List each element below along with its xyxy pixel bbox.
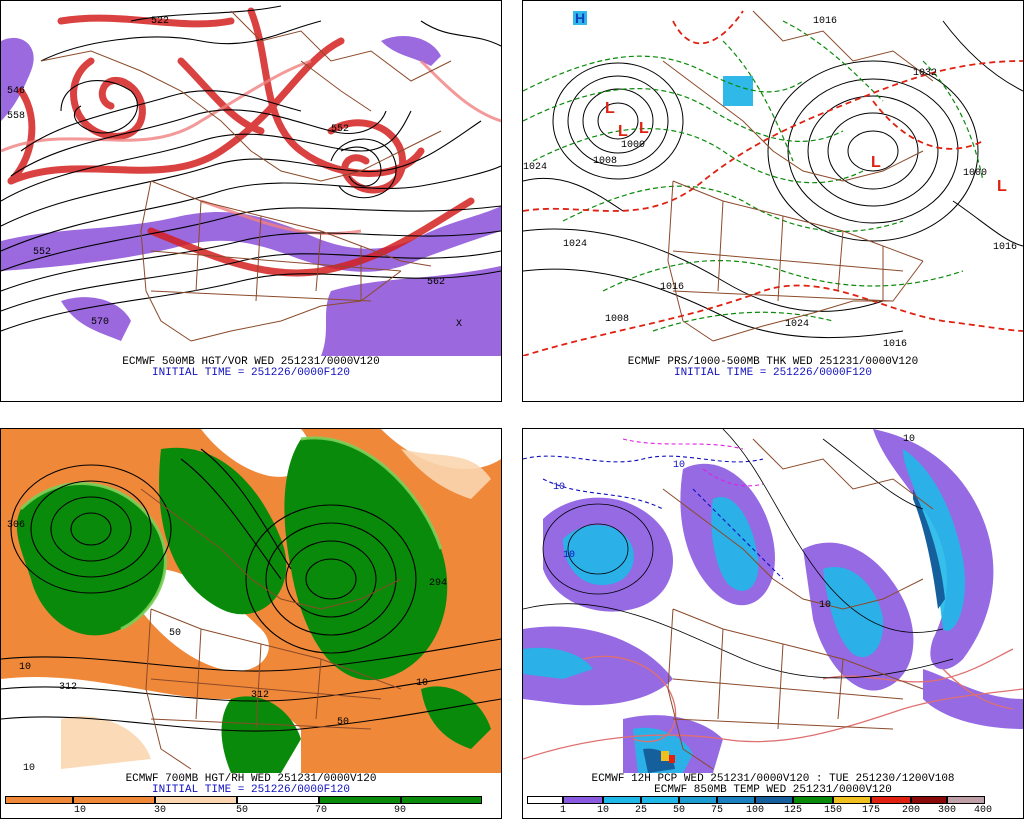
svg-text:1000: 1000 [963, 168, 987, 179]
pcp-scale-box [641, 796, 679, 804]
init-time-500mb: INITIAL TIME = 251226/0000F120 [151, 367, 351, 379]
pcp-scale-box [679, 796, 717, 804]
svg-text:1016: 1016 [660, 282, 684, 293]
map-prs-thk: 1024 1008 1000 1024 1016 1008 1024 1000 … [523, 1, 1023, 356]
caption-500mb: ECMWF 500MB HGT/VOR WED 251231/0000V120 [122, 356, 380, 368]
svg-text:50: 50 [337, 717, 349, 728]
rh-color-scale: 10 30 50 70 90 [5, 796, 482, 818]
pcp-scale-box [793, 796, 833, 804]
svg-text:562: 562 [427, 277, 445, 288]
pcp-scale-tick: 125 [783, 805, 803, 816]
svg-text:10: 10 [563, 550, 575, 561]
pcp-scale-tick: 200 [901, 805, 921, 816]
caption-850mb-temp: ECMWF 850MB TEMP WED 251231/0000V120 [654, 784, 892, 796]
svg-text:1016: 1016 [813, 16, 837, 27]
panel-prs-thk: 1024 1008 1000 1024 1016 1008 1024 1000 … [522, 0, 1024, 402]
svg-text:L: L [997, 178, 1007, 195]
pcp-scale-box [911, 796, 947, 804]
pcp-scale-tick: 25 [634, 805, 648, 816]
svg-text:312: 312 [251, 690, 269, 701]
rh-scale-box [319, 796, 401, 804]
svg-text:L: L [639, 120, 649, 137]
svg-text:10: 10 [23, 763, 35, 773]
svg-text:558: 558 [7, 111, 25, 122]
svg-text:L: L [605, 100, 615, 117]
svg-text:50: 50 [169, 628, 181, 639]
svg-text:312: 312 [59, 682, 77, 693]
rh-scale-tick: 90 [393, 805, 407, 816]
pcp-scale-tick: 100 [745, 805, 765, 816]
svg-text:10: 10 [553, 482, 565, 493]
map-12h-pcp: 10 10 10 10 10 [523, 429, 1023, 773]
panel-700mb-hgt-rh: 10 312 312 50 10 306 294 50 10 ECMWF 700… [0, 428, 502, 819]
rh-scale-tick: 70 [314, 805, 328, 816]
rh-scale-tick: 30 [153, 805, 167, 816]
map-700mb: 10 312 312 50 10 306 294 50 10 [1, 429, 501, 773]
rh-scale-tick: 10 [73, 805, 87, 816]
svg-text:1024: 1024 [523, 162, 547, 173]
svg-text:1032: 1032 [913, 68, 937, 79]
pcp-scale-tick: 75 [710, 805, 724, 816]
init-time-700mb: INITIAL TIME = 251226/0000F120 [151, 784, 351, 796]
rh-scale-box [5, 796, 73, 804]
svg-text:552: 552 [33, 247, 51, 258]
svg-text:10: 10 [903, 434, 915, 445]
svg-text:1024: 1024 [563, 239, 587, 250]
pcp-scale-box [755, 796, 793, 804]
rh-scale-box [73, 796, 155, 804]
pcp-scale-box [527, 796, 563, 804]
svg-text:10: 10 [416, 678, 428, 689]
rh-scale-box [237, 796, 319, 804]
panel-500mb-hgt-vor: 522 546 558 552 552 570 562 X ECMWF 500M… [0, 0, 502, 402]
caption-12h-pcp: ECMWF 12H PCP WED 251231/0000V120 : TUE … [591, 773, 955, 785]
pcp-scale-tick: 175 [861, 805, 881, 816]
pcp-scale-tick: 300 [937, 805, 957, 816]
caption-700mb: ECMWF 700MB HGT/RH WED 251231/0000V120 [125, 773, 377, 785]
pcp-scale-tick: 150 [823, 805, 843, 816]
pcp-scale-tick: 50 [672, 805, 686, 816]
caption-prs-thk: ECMWF PRS/1000-500MB THK WED 251231/0000… [627, 356, 919, 368]
svg-text:10: 10 [819, 600, 831, 611]
svg-text:1016: 1016 [993, 242, 1017, 253]
pcp-scale-box [947, 796, 985, 804]
pcp-scale-box [717, 796, 755, 804]
svg-text:1000: 1000 [621, 140, 645, 151]
svg-text:L: L [618, 123, 628, 140]
pcp-scale-box [833, 796, 871, 804]
pcp-scale-box [871, 796, 911, 804]
panel-12h-pcp: 10 10 10 10 10 ECMWF 12H PCP WED 251231/… [522, 428, 1024, 819]
init-time-prs-thk: INITIAL TIME = 251226/0000F120 [673, 367, 873, 379]
map-500mb: 522 546 558 552 552 570 562 X [1, 1, 501, 356]
svg-text:306: 306 [7, 520, 25, 531]
pcp-scale-tick: 1 [559, 805, 567, 816]
rh-scale-box [401, 796, 482, 804]
svg-text:294: 294 [429, 578, 447, 589]
svg-text:X: X [456, 319, 462, 330]
pcp-scale-box [603, 796, 641, 804]
svg-text:10: 10 [673, 460, 685, 471]
svg-text:L: L [871, 154, 881, 171]
pcp-scale-tick: 400 [973, 805, 993, 816]
svg-text:1016: 1016 [883, 339, 907, 350]
svg-text:522: 522 [151, 16, 169, 27]
svg-text:10: 10 [19, 662, 31, 673]
svg-text:1024: 1024 [785, 319, 809, 330]
svg-text:H: H [575, 10, 585, 26]
rh-scale-tick: 50 [235, 805, 249, 816]
svg-text:546: 546 [7, 86, 25, 97]
svg-text:570: 570 [91, 317, 109, 328]
svg-text:1008: 1008 [593, 156, 617, 167]
rh-scale-box [155, 796, 237, 804]
svg-text:1008: 1008 [605, 314, 629, 325]
svg-text:552: 552 [331, 124, 349, 135]
pcp-color-scale: 1 10 25 50 75 100 125 150 175 200 300 40… [527, 796, 1019, 818]
pcp-scale-tick: 10 [596, 805, 610, 816]
pcp-scale-box [563, 796, 603, 804]
